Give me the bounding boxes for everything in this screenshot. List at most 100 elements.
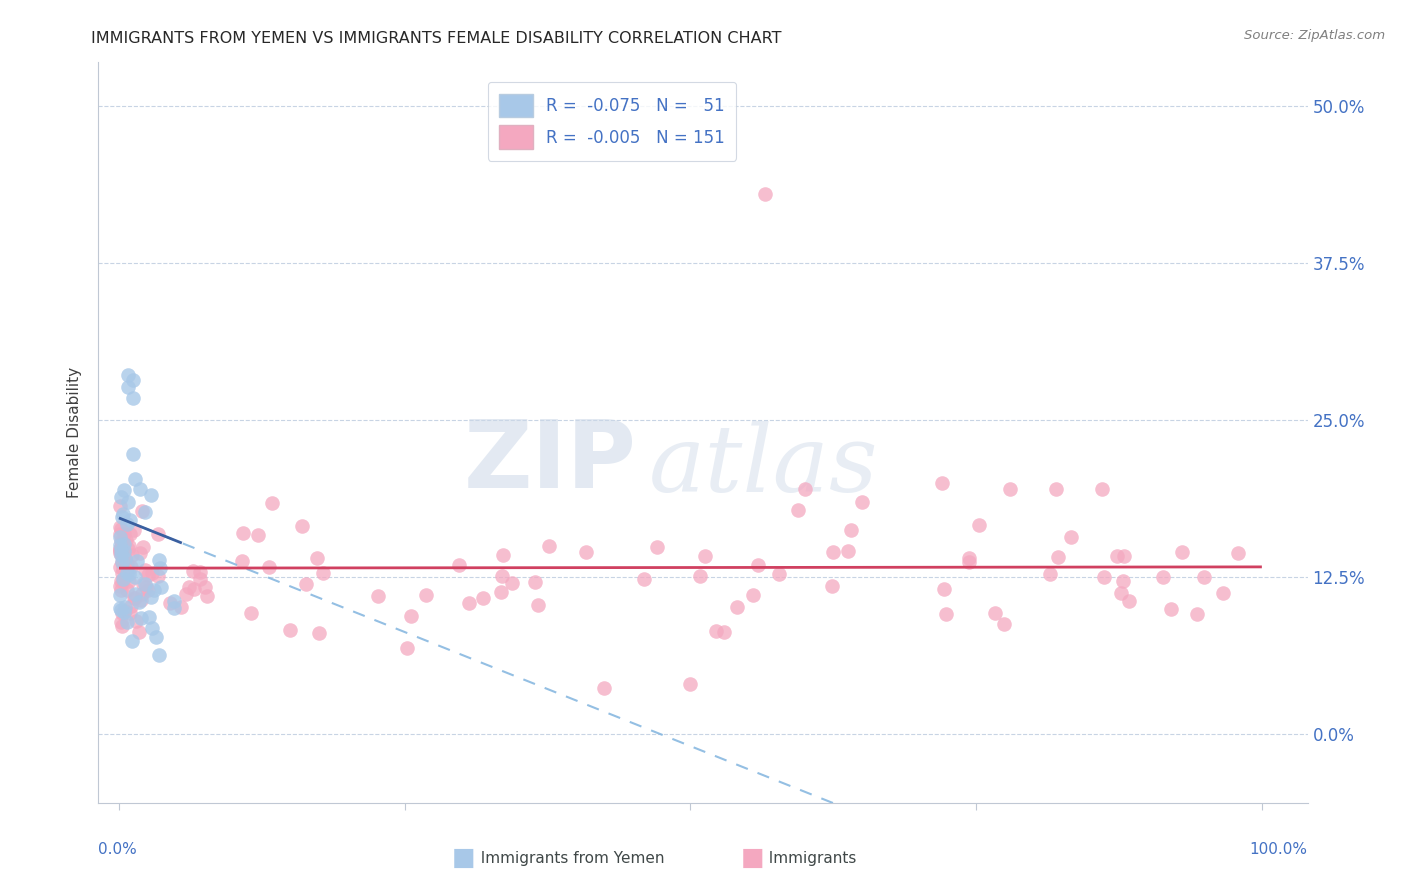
Point <box>108 588 131 602</box>
Point <box>821 545 844 559</box>
Point <box>110 603 132 617</box>
Point <box>112 605 135 619</box>
Point <box>112 574 135 588</box>
Point <box>127 554 149 568</box>
Point <box>145 630 167 644</box>
Point <box>108 600 131 615</box>
Point <box>108 519 131 533</box>
Point <box>851 494 873 508</box>
Point <box>112 537 135 551</box>
Point <box>118 527 141 541</box>
Point <box>108 559 131 574</box>
Point <box>112 544 135 558</box>
Point <box>128 482 150 496</box>
Point <box>957 551 980 566</box>
Point <box>112 526 135 541</box>
Point <box>118 539 141 553</box>
Point <box>188 565 211 579</box>
Point <box>1047 549 1070 564</box>
Point <box>121 447 143 461</box>
Point <box>128 625 150 640</box>
Point <box>111 508 134 522</box>
Point <box>984 607 1007 621</box>
Point <box>143 583 166 598</box>
Point <box>593 681 616 695</box>
Point <box>118 567 141 582</box>
Point <box>136 583 159 598</box>
Point <box>148 648 170 662</box>
Point <box>689 569 711 583</box>
Text: IMMIGRANTS FROM YEMEN VS IMMIGRANTS FEMALE DISABILITY CORRELATION CHART: IMMIGRANTS FROM YEMEN VS IMMIGRANTS FEMA… <box>91 31 782 46</box>
Point <box>111 606 134 620</box>
Point <box>121 633 143 648</box>
Point <box>124 570 146 584</box>
Point <box>128 594 150 608</box>
Point <box>117 368 139 383</box>
Point <box>108 546 131 560</box>
Point <box>1038 567 1060 582</box>
Text: Source: ZipAtlas.com: Source: ZipAtlas.com <box>1244 29 1385 42</box>
Point <box>308 626 330 640</box>
Point <box>122 392 145 406</box>
Point <box>134 564 156 578</box>
Point <box>839 523 862 537</box>
Point <box>195 589 218 603</box>
Text: ■: ■ <box>453 847 475 870</box>
Point <box>725 599 748 614</box>
Point <box>837 543 859 558</box>
Point <box>110 523 132 537</box>
Point <box>232 526 254 541</box>
Point <box>935 607 957 622</box>
Point <box>645 540 668 554</box>
Point <box>183 582 205 596</box>
Point <box>713 624 735 639</box>
Point <box>108 542 131 557</box>
Point <box>111 555 134 569</box>
Point <box>149 560 172 574</box>
Point <box>120 513 142 527</box>
Point <box>188 572 211 586</box>
Point <box>1000 482 1022 496</box>
Point <box>312 566 335 580</box>
Point <box>537 539 560 553</box>
Point <box>108 538 131 552</box>
Point <box>396 641 419 656</box>
Point <box>108 527 131 541</box>
Point <box>742 588 765 602</box>
Point <box>239 606 262 620</box>
Legend: R =  -0.075   N =   51, R =  -0.005   N = 151: R = -0.075 N = 51, R = -0.005 N = 151 <box>488 82 737 161</box>
Point <box>111 510 134 524</box>
Point <box>115 517 138 532</box>
Point <box>491 569 513 583</box>
Point <box>993 616 1015 631</box>
Point <box>110 566 132 580</box>
Text: atlas: atlas <box>648 421 879 511</box>
Point <box>399 609 422 624</box>
Point <box>366 589 388 603</box>
Point <box>787 503 810 517</box>
Point <box>110 582 132 597</box>
Point <box>114 551 136 566</box>
Point <box>115 533 138 547</box>
Point <box>118 574 141 588</box>
Point <box>967 517 990 532</box>
Point <box>138 610 160 624</box>
Point <box>575 544 598 558</box>
Point <box>112 572 135 586</box>
Point <box>501 575 523 590</box>
Point <box>1107 549 1129 563</box>
Point <box>122 591 145 606</box>
Point <box>146 568 169 582</box>
Point <box>278 623 301 637</box>
Text: Immigrants: Immigrants <box>759 851 856 865</box>
Point <box>149 580 172 594</box>
Point <box>257 560 280 574</box>
Point <box>633 572 655 586</box>
Point <box>132 576 155 591</box>
Point <box>124 472 146 486</box>
Point <box>1212 585 1234 599</box>
Point <box>128 546 150 560</box>
Point <box>489 585 512 599</box>
Text: ZIP: ZIP <box>464 417 637 508</box>
Point <box>110 548 132 562</box>
